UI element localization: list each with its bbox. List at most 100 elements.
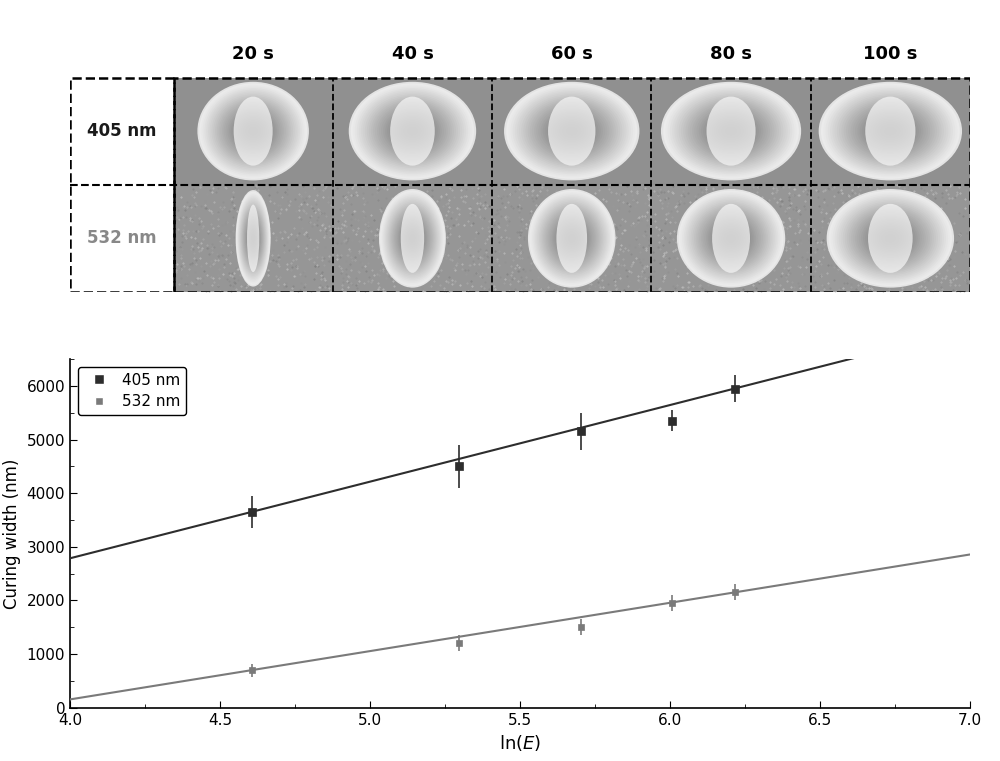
Ellipse shape: [547, 211, 596, 266]
Ellipse shape: [504, 81, 639, 180]
Ellipse shape: [880, 124, 901, 139]
Ellipse shape: [682, 194, 780, 283]
Ellipse shape: [404, 227, 420, 250]
Y-axis label: Curing width (nm): Curing width (nm): [3, 458, 21, 609]
Ellipse shape: [535, 197, 609, 280]
Text: 60 s: 60 s: [551, 45, 593, 63]
Ellipse shape: [670, 88, 792, 174]
Ellipse shape: [711, 220, 751, 256]
Ellipse shape: [390, 205, 435, 272]
Ellipse shape: [712, 204, 750, 273]
Ellipse shape: [556, 204, 587, 273]
Ellipse shape: [708, 217, 754, 260]
Ellipse shape: [393, 209, 432, 267]
Ellipse shape: [240, 202, 266, 275]
Ellipse shape: [240, 201, 267, 276]
Ellipse shape: [517, 91, 627, 171]
Ellipse shape: [201, 85, 305, 177]
Ellipse shape: [226, 107, 281, 155]
Bar: [70, 78, 174, 292]
Ellipse shape: [401, 204, 424, 273]
Ellipse shape: [381, 107, 444, 155]
Ellipse shape: [883, 233, 898, 244]
Ellipse shape: [553, 118, 590, 145]
Ellipse shape: [543, 206, 600, 270]
X-axis label: ln($E$): ln($E$): [499, 733, 541, 753]
Ellipse shape: [405, 228, 419, 249]
Ellipse shape: [679, 94, 783, 168]
Ellipse shape: [716, 121, 746, 142]
Ellipse shape: [387, 202, 437, 275]
Ellipse shape: [841, 97, 939, 165]
Ellipse shape: [242, 207, 265, 270]
Ellipse shape: [865, 97, 915, 166]
Ellipse shape: [245, 216, 261, 260]
Text: 20 s: 20 s: [232, 45, 274, 63]
Ellipse shape: [855, 211, 926, 266]
Ellipse shape: [403, 225, 422, 252]
Ellipse shape: [681, 96, 781, 167]
Ellipse shape: [850, 103, 930, 158]
Ellipse shape: [394, 211, 431, 266]
Ellipse shape: [539, 202, 604, 275]
Text: 532 nm: 532 nm: [87, 229, 157, 247]
Ellipse shape: [236, 192, 270, 285]
Ellipse shape: [560, 123, 584, 140]
Ellipse shape: [696, 107, 766, 155]
Ellipse shape: [408, 231, 417, 246]
Ellipse shape: [853, 105, 928, 157]
Bar: [811, 185, 970, 292]
Ellipse shape: [827, 189, 954, 288]
Ellipse shape: [534, 103, 609, 158]
Text: 80 s: 80 s: [710, 45, 752, 63]
Ellipse shape: [545, 208, 599, 269]
Ellipse shape: [545, 111, 599, 151]
Ellipse shape: [839, 199, 942, 279]
Ellipse shape: [242, 121, 265, 142]
Ellipse shape: [723, 126, 739, 137]
Ellipse shape: [552, 215, 592, 261]
Ellipse shape: [219, 100, 288, 161]
Ellipse shape: [529, 190, 614, 286]
Ellipse shape: [862, 111, 919, 151]
Ellipse shape: [525, 97, 618, 165]
Ellipse shape: [251, 233, 255, 244]
Ellipse shape: [204, 88, 302, 174]
Ellipse shape: [689, 200, 773, 277]
Ellipse shape: [551, 116, 592, 146]
Ellipse shape: [239, 199, 267, 278]
Ellipse shape: [715, 224, 747, 253]
Ellipse shape: [373, 100, 452, 161]
Ellipse shape: [819, 81, 962, 180]
Ellipse shape: [859, 214, 922, 263]
Ellipse shape: [521, 94, 622, 168]
Ellipse shape: [723, 231, 739, 246]
Ellipse shape: [238, 118, 268, 145]
Ellipse shape: [871, 118, 910, 145]
Ellipse shape: [697, 208, 765, 269]
Ellipse shape: [251, 231, 256, 245]
Ellipse shape: [199, 84, 307, 179]
Legend: 405 nm, 532 nm: 405 nm, 532 nm: [78, 367, 186, 415]
Ellipse shape: [831, 192, 950, 285]
Ellipse shape: [713, 221, 749, 255]
Ellipse shape: [560, 225, 584, 252]
Bar: [492, 185, 651, 292]
Ellipse shape: [206, 90, 300, 173]
Ellipse shape: [506, 84, 637, 179]
Ellipse shape: [243, 123, 263, 140]
Ellipse shape: [379, 189, 446, 288]
Ellipse shape: [365, 94, 460, 168]
Ellipse shape: [396, 214, 429, 263]
Ellipse shape: [234, 115, 272, 148]
Ellipse shape: [562, 124, 582, 139]
Ellipse shape: [869, 221, 912, 255]
Ellipse shape: [567, 233, 577, 244]
Ellipse shape: [242, 209, 264, 268]
Ellipse shape: [549, 212, 595, 264]
Ellipse shape: [703, 111, 759, 151]
Ellipse shape: [383, 196, 442, 282]
Ellipse shape: [710, 116, 752, 146]
Ellipse shape: [385, 110, 440, 152]
Bar: [651, 78, 811, 185]
